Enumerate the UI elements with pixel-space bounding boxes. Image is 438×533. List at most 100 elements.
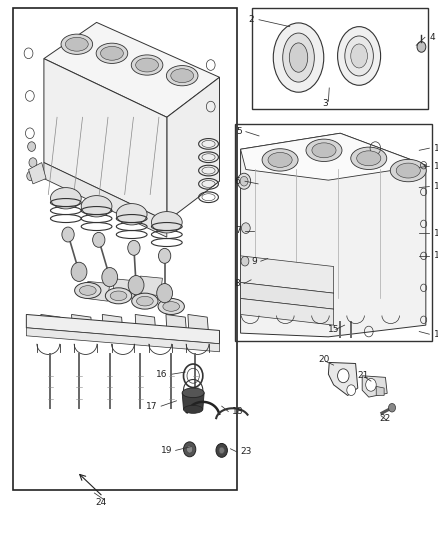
Circle shape: [102, 268, 117, 287]
Circle shape: [127, 240, 140, 255]
Ellipse shape: [261, 149, 297, 171]
Circle shape: [241, 223, 250, 233]
Ellipse shape: [79, 286, 96, 295]
Ellipse shape: [135, 58, 158, 72]
Text: 5: 5: [236, 127, 242, 136]
Ellipse shape: [337, 27, 380, 85]
Polygon shape: [182, 393, 204, 409]
Polygon shape: [113, 279, 136, 298]
Ellipse shape: [65, 37, 88, 51]
Ellipse shape: [74, 282, 101, 298]
Text: 4: 4: [428, 33, 434, 42]
Ellipse shape: [389, 159, 425, 182]
Ellipse shape: [100, 46, 123, 60]
Ellipse shape: [267, 152, 292, 167]
Text: 16: 16: [156, 370, 167, 378]
Text: 14: 14: [433, 330, 438, 338]
Ellipse shape: [344, 36, 372, 76]
Bar: [252, 8, 427, 109]
Ellipse shape: [356, 151, 380, 166]
Polygon shape: [240, 133, 425, 337]
Text: 8: 8: [234, 279, 240, 288]
Polygon shape: [26, 328, 219, 352]
Ellipse shape: [350, 44, 367, 68]
Polygon shape: [240, 298, 333, 325]
Ellipse shape: [396, 163, 420, 178]
Polygon shape: [86, 281, 110, 301]
Text: 12: 12: [433, 182, 438, 191]
Ellipse shape: [170, 69, 193, 83]
Ellipse shape: [110, 291, 127, 301]
Polygon shape: [44, 163, 166, 237]
Polygon shape: [166, 314, 186, 333]
Text: 13: 13: [433, 252, 438, 260]
Ellipse shape: [50, 188, 81, 209]
Circle shape: [183, 442, 195, 457]
Polygon shape: [26, 314, 219, 344]
Ellipse shape: [282, 33, 314, 82]
Polygon shape: [135, 314, 155, 333]
Circle shape: [128, 276, 144, 295]
Bar: [234, 124, 431, 341]
Ellipse shape: [272, 23, 323, 92]
Ellipse shape: [305, 139, 341, 161]
Ellipse shape: [131, 293, 158, 309]
Ellipse shape: [136, 296, 153, 306]
Text: 19: 19: [160, 446, 172, 455]
Circle shape: [71, 262, 87, 281]
Ellipse shape: [105, 288, 131, 304]
Ellipse shape: [350, 147, 386, 169]
Polygon shape: [361, 376, 386, 397]
Polygon shape: [139, 276, 162, 296]
Circle shape: [186, 446, 192, 453]
Text: 3: 3: [321, 100, 327, 108]
Polygon shape: [240, 282, 333, 309]
Ellipse shape: [158, 298, 184, 314]
Text: 2: 2: [247, 15, 253, 24]
Ellipse shape: [151, 212, 182, 233]
Polygon shape: [375, 386, 383, 395]
Text: 23: 23: [240, 448, 251, 456]
Polygon shape: [102, 314, 123, 333]
Circle shape: [240, 256, 248, 266]
Circle shape: [237, 173, 250, 189]
Ellipse shape: [61, 34, 92, 54]
Circle shape: [62, 227, 74, 242]
Ellipse shape: [289, 43, 307, 72]
Text: 20: 20: [318, 356, 329, 364]
Ellipse shape: [96, 43, 127, 63]
Ellipse shape: [81, 196, 112, 217]
Circle shape: [365, 378, 375, 391]
Text: 11: 11: [433, 162, 438, 171]
Circle shape: [215, 443, 227, 457]
Bar: [13, 8, 237, 490]
Text: 22: 22: [379, 414, 390, 423]
Text: 21: 21: [357, 372, 368, 380]
Text: 10: 10: [433, 144, 438, 152]
Polygon shape: [187, 314, 208, 333]
Text: 17: 17: [145, 402, 157, 410]
Ellipse shape: [116, 204, 147, 225]
Circle shape: [158, 248, 170, 263]
Circle shape: [337, 369, 348, 383]
Ellipse shape: [131, 55, 162, 75]
Polygon shape: [328, 362, 357, 395]
Polygon shape: [28, 163, 46, 184]
Circle shape: [219, 447, 224, 454]
Ellipse shape: [182, 388, 204, 398]
Text: 7: 7: [234, 227, 240, 235]
Circle shape: [346, 385, 355, 395]
Text: 18: 18: [231, 407, 243, 416]
Ellipse shape: [311, 143, 336, 158]
Circle shape: [156, 284, 172, 303]
Circle shape: [416, 42, 425, 52]
Circle shape: [388, 403, 395, 412]
Polygon shape: [71, 314, 92, 333]
Text: 9: 9: [251, 257, 256, 265]
Polygon shape: [240, 133, 425, 180]
Circle shape: [92, 232, 105, 247]
Text: 24: 24: [95, 498, 106, 506]
Circle shape: [240, 176, 247, 186]
Text: 11: 11: [433, 229, 438, 238]
Text: 6: 6: [234, 177, 240, 185]
